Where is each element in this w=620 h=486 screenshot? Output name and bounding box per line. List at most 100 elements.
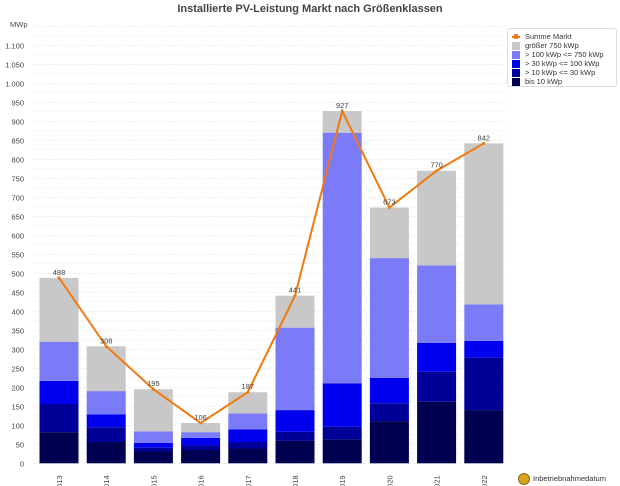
bar-segment bbox=[133, 451, 173, 464]
y-tick-label: 450 bbox=[11, 288, 24, 297]
line-point bbox=[246, 390, 250, 394]
bar-segment bbox=[86, 427, 126, 443]
legend-swatch bbox=[512, 50, 520, 59]
y-tick-label: 1.050 bbox=[5, 60, 24, 69]
bar-segment bbox=[369, 207, 409, 259]
legend-swatch bbox=[512, 77, 520, 86]
data-label: 488 bbox=[53, 268, 66, 277]
line-point bbox=[387, 206, 391, 210]
legend-item[interactable]: > 30 kWp <= 100 kWp bbox=[512, 59, 616, 68]
bar-segment bbox=[464, 357, 504, 411]
bar-segment bbox=[322, 132, 362, 384]
bar-segment bbox=[322, 383, 362, 427]
bar-segment bbox=[39, 341, 79, 381]
bar-segment bbox=[228, 413, 268, 430]
bar-segment bbox=[417, 371, 457, 402]
line-point bbox=[199, 421, 203, 425]
x-tick-label: 2021 bbox=[433, 475, 442, 486]
bar-segment bbox=[133, 431, 173, 443]
bar-segment bbox=[464, 340, 504, 358]
y-tick-label: 100 bbox=[11, 421, 24, 430]
legend-item-summe-markt[interactable]: Summe Markt bbox=[512, 32, 616, 41]
bar-segment bbox=[417, 170, 457, 266]
legend-swatch bbox=[512, 68, 520, 77]
x-tick-label: 2019 bbox=[338, 475, 347, 486]
legend-label: > 10 kWp <= 30 kWp bbox=[525, 68, 596, 77]
legend-label: größer 750 kWp bbox=[525, 41, 579, 50]
data-label: 673 bbox=[383, 198, 396, 207]
chart-title: Installierte PV-Leistung Markt nach Größ… bbox=[177, 3, 443, 15]
y-tick-label: 1.100 bbox=[5, 41, 24, 50]
legend-item[interactable]: > 100 kWp <= 750 kWp bbox=[512, 50, 616, 59]
y-tick-label: 850 bbox=[11, 136, 24, 145]
legend-item[interactable]: bis 10 kWp bbox=[512, 77, 616, 86]
data-label: 441 bbox=[289, 286, 302, 295]
line-point bbox=[482, 141, 486, 145]
y-tick-label: 50 bbox=[16, 440, 24, 449]
bar-segment bbox=[322, 439, 362, 464]
bar-segment bbox=[181, 432, 221, 438]
x-tick-label: 2015 bbox=[149, 475, 158, 486]
data-label: 195 bbox=[147, 379, 160, 388]
y-tick-label: 350 bbox=[11, 326, 24, 335]
x-tick-label: 2013 bbox=[55, 475, 64, 486]
y-tick-label: 300 bbox=[11, 345, 24, 354]
data-label: 187 bbox=[242, 382, 255, 391]
bar-segment bbox=[275, 327, 315, 411]
legend-swatch bbox=[512, 41, 520, 50]
y-tick-label: 750 bbox=[11, 174, 24, 183]
y-tick-label: 950 bbox=[11, 98, 24, 107]
bar-segment bbox=[417, 265, 457, 343]
y-tick-label: 0 bbox=[20, 459, 24, 468]
summe-markt-line bbox=[58, 108, 485, 425]
y-tick-label: 250 bbox=[11, 364, 24, 373]
legend: Summe Markt größer 750 kWp > 100 kWp <= … bbox=[507, 28, 617, 87]
bar-segment bbox=[86, 414, 126, 428]
legend-item[interactable]: > 10 kWp <= 30 kWp bbox=[512, 68, 616, 77]
bar-segment bbox=[39, 277, 79, 342]
bar-segment bbox=[39, 380, 79, 405]
x-tick-label: 2014 bbox=[102, 475, 111, 486]
bar-segment bbox=[39, 432, 79, 464]
legend-item[interactable]: größer 750 kWp bbox=[512, 41, 616, 50]
legend-label: Summe Markt bbox=[525, 32, 572, 41]
bar-segment bbox=[369, 403, 409, 422]
bar-segment bbox=[369, 258, 409, 378]
line-point bbox=[293, 294, 297, 298]
bar-segment bbox=[322, 426, 362, 440]
bar-segment bbox=[86, 442, 126, 464]
bar-segment bbox=[275, 440, 315, 464]
bar-segment bbox=[39, 404, 79, 433]
bar-segment bbox=[228, 392, 268, 414]
calendar-icon[interactable] bbox=[518, 473, 530, 485]
x-tick-label: 2020 bbox=[385, 475, 394, 486]
bar-segment bbox=[275, 431, 315, 441]
x-axis-title: Inbetriebnahmedatum bbox=[533, 474, 606, 483]
y-tick-label: 200 bbox=[11, 383, 24, 392]
bar-segment bbox=[181, 423, 221, 433]
line-point bbox=[57, 276, 61, 280]
line-marker-icon bbox=[512, 33, 520, 41]
bar-segment bbox=[133, 447, 173, 452]
y-tick-label: 600 bbox=[11, 231, 24, 240]
x-tick-label: 2016 bbox=[197, 475, 206, 486]
y-tick-label: 500 bbox=[11, 269, 24, 278]
line-point bbox=[151, 387, 155, 391]
bar-segment bbox=[181, 445, 221, 450]
bar-segment bbox=[369, 421, 409, 464]
bar-segment bbox=[181, 450, 221, 464]
legend-label: > 30 kWp <= 100 kWp bbox=[525, 59, 600, 68]
y-tick-label: 1.000 bbox=[5, 79, 24, 88]
data-label: 106 bbox=[194, 413, 207, 422]
y-tick-label: 400 bbox=[11, 307, 24, 316]
bar-segment bbox=[464, 410, 504, 464]
data-label: 770 bbox=[430, 161, 443, 170]
legend-label: bis 10 kWp bbox=[525, 77, 563, 86]
bar-segment bbox=[228, 448, 268, 464]
data-label: 842 bbox=[478, 133, 491, 142]
bar-segment bbox=[369, 377, 409, 404]
y-tick-label: 150 bbox=[11, 402, 24, 411]
data-label: 927 bbox=[336, 101, 349, 110]
y-tick-label: 650 bbox=[11, 212, 24, 221]
